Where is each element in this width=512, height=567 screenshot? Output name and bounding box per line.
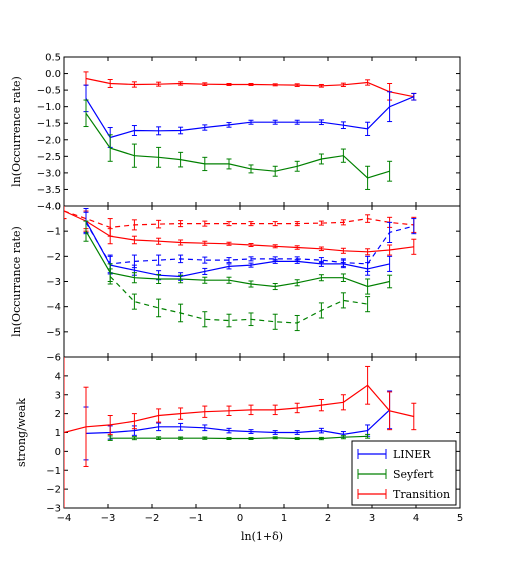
y-tick-label: −5 [46,327,61,338]
series [64,206,417,256]
series [83,208,393,281]
legend-label: LINER [393,448,431,461]
series-line [85,409,391,436]
y-tick-label: 2 [55,409,61,420]
series-line [85,220,390,278]
y-tick-label: 4 [55,371,61,382]
series-line [64,384,414,434]
x-tick-label: 0 [237,513,243,524]
y-tick-label: 0.0 [45,69,61,80]
plot-frame [63,56,461,207]
y-tick-label: −3.5 [37,185,61,196]
x-tick-label: −1 [189,513,204,524]
y-tick-label: −2 [46,252,61,263]
x-tick-label: 2 [325,513,331,524]
y-axis-label: strong/weak [15,398,28,467]
y-tick-label: −1.0 [37,102,61,113]
y-tick-label: −2.5 [37,152,61,163]
y-tick-label: 1 [55,428,61,439]
series-line [64,210,414,253]
x-tick-label: −3 [101,513,116,524]
y-tick-label: −2.0 [37,135,61,146]
legend-item: LINER [357,448,431,461]
y-tick-label: −2 [46,485,61,496]
series [64,357,417,508]
x-tick-label: 4 [413,513,419,524]
y-tick-label: −6 [46,353,61,364]
y-tick-label: −0.5 [37,86,61,97]
occurrance-rate-panel: 0 −1 −2 −3 −4 −5 −6 ln(Occurrance rate) [10,202,461,364]
series [83,220,393,295]
plot-frame [63,205,461,358]
legend-item: Transition [357,488,450,501]
y-axis-label: ln(Occurrence rate) [10,76,23,187]
y-tick-label: −1 [46,466,61,477]
y-tick-label: −1.5 [37,119,61,130]
series-line [85,112,390,179]
x-tick-label: 1 [281,513,287,524]
x-tick-label: 5 [457,513,463,524]
occurrence-rate-panel: 0.5 0.0 −0.5 −1.0 −1.5 −2.0 −2.5 −3.0 −3.5 −4.0 ln… [10,53,461,213]
legend-label: Seyfert [393,468,434,481]
series-line [85,96,415,139]
y-tick-label: −3.0 [37,168,61,179]
series-line [110,435,368,440]
series [107,433,371,441]
plot-area [83,71,417,190]
y-tick-label: 0.5 [45,53,61,64]
series [64,206,417,237]
series [83,71,417,101]
legend-item: Seyfert [357,468,434,481]
series-line [85,230,390,288]
y-tick-label: −4.0 [37,202,61,213]
series [83,99,393,190]
x-tick-label: 3 [369,513,375,524]
y-tick-label: −4 [46,302,61,313]
y-tick-label: 3 [55,390,61,401]
series [83,84,417,148]
y-tick-label: 0 [55,447,61,458]
y-axis-label: ln(Occurrance rate) [10,226,23,337]
x-tick-label: −4 [57,513,72,524]
plot-area [64,357,417,508]
series [107,268,371,332]
y-tick-label: −3 [46,277,61,288]
series-line [64,210,414,229]
y-tick-label: −3 [46,504,61,515]
legend-label: Transition [393,488,450,501]
y-tick-label: 0 [55,202,61,213]
x-tick-label: −2 [145,513,160,524]
plot-area [64,206,417,332]
x-axis-label: ln(1+δ) [241,530,283,543]
series-line [109,276,368,324]
legend: LINER Seyfert Transition [351,440,457,506]
y-tick-label: −1 [46,227,61,238]
